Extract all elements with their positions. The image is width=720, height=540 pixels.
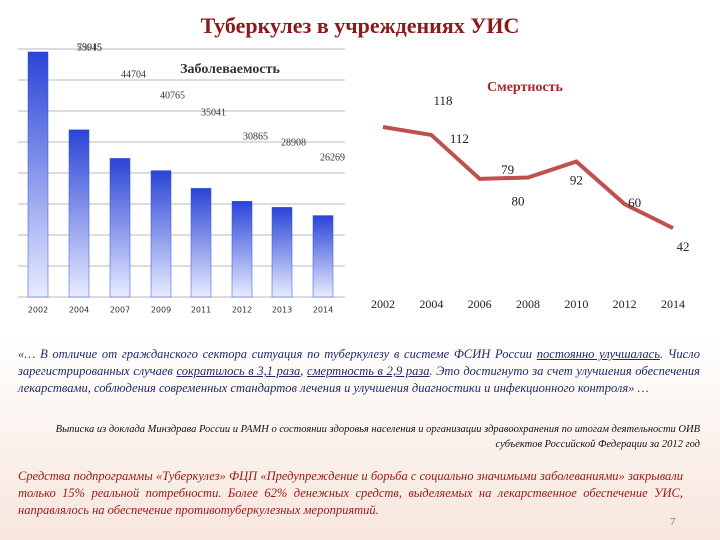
quote-segment: , bbox=[300, 364, 308, 378]
value-label: 112 bbox=[450, 131, 469, 146]
value-label: 30865 bbox=[243, 131, 268, 142]
value-label: 118 bbox=[433, 93, 452, 108]
x-tick-label: 2002 bbox=[28, 306, 48, 315]
value-label: 28908 bbox=[281, 137, 306, 148]
x-tick-label: 2011 bbox=[191, 306, 211, 315]
bar bbox=[231, 201, 253, 298]
value-label: 40765 bbox=[160, 90, 185, 101]
value-label: 53915 bbox=[77, 42, 102, 53]
slide-title: Туберкулез в учреждениях УИС bbox=[201, 13, 520, 38]
bar bbox=[190, 188, 212, 298]
x-tick-label: 2014 bbox=[661, 297, 685, 311]
quote-segment: «… В отличие от гражданского сектора сит… bbox=[18, 347, 537, 361]
paragraph: Средства подпрограммы «Туберкулез» ФЦП «… bbox=[18, 469, 683, 517]
x-tick-label: 2012 bbox=[232, 306, 252, 315]
x-tick-label: 2008 bbox=[516, 297, 540, 311]
value-label: 80 bbox=[512, 194, 525, 209]
bar bbox=[68, 129, 90, 298]
x-tick-label: 2009 bbox=[151, 306, 171, 315]
source: Выписка из доклада Минздрава России и РА… bbox=[55, 424, 700, 450]
line-title: Смертность bbox=[487, 80, 563, 95]
x-tick-label: 2012 bbox=[613, 297, 637, 311]
bar bbox=[150, 170, 172, 298]
value-label: 79 bbox=[501, 162, 514, 177]
value-label: 92 bbox=[570, 173, 583, 188]
value-label: 26269 bbox=[320, 152, 345, 163]
x-tick-label: 2002 bbox=[371, 297, 395, 311]
quote-segment: . Это достигнуто за счет улучшения обесп… bbox=[18, 364, 700, 395]
line bbox=[382, 124, 674, 230]
bar bbox=[312, 215, 334, 298]
x-tick-label: 2010 bbox=[564, 297, 588, 311]
quote-segment: смертность в 2,9 раза bbox=[307, 364, 430, 378]
x-tick-label: 2006 bbox=[468, 297, 492, 311]
x-tick-label: 2014 bbox=[313, 306, 333, 315]
bar bbox=[27, 51, 49, 298]
quote-segment: . Число зарегистрированных случаев bbox=[18, 347, 700, 378]
x-tick-label: 2007 bbox=[110, 306, 130, 315]
x-tick-label: 2004 bbox=[419, 297, 443, 311]
charts: Туберкулез в учреждениях УИС Заболеваемо… bbox=[18, 13, 690, 315]
value-label: 44704 bbox=[121, 69, 146, 80]
bar-title: Заболеваемость bbox=[180, 62, 280, 77]
x-tick-label: 2013 bbox=[272, 306, 292, 315]
page-number: 7 bbox=[670, 516, 676, 528]
bar bbox=[271, 207, 293, 298]
value-label: 42 bbox=[677, 239, 690, 254]
value-label: 79045 bbox=[77, 42, 102, 53]
quote: «… В отличие от гражданского сектора сит… bbox=[18, 346, 700, 397]
value-label: 35041 bbox=[201, 107, 226, 118]
text-area: «… В отличие от гражданского сектора сит… bbox=[0, 336, 720, 540]
x-tick-label: 2004 bbox=[69, 306, 89, 315]
bar bbox=[109, 158, 131, 298]
quote-segment: сократилось в 3,1 раза bbox=[176, 364, 301, 378]
value-label: 60 bbox=[628, 195, 641, 210]
quote-segment: постоянно улучшалась bbox=[536, 347, 660, 361]
